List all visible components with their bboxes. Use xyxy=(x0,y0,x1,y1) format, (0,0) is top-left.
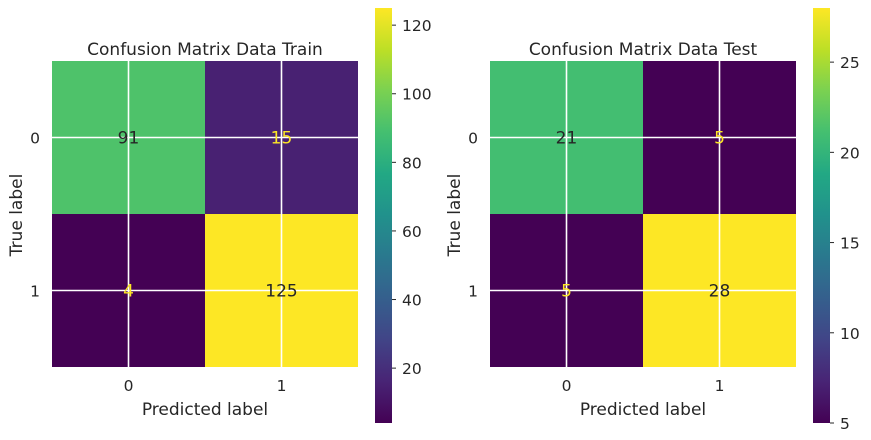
train-cell-value-r1-c0: 4 xyxy=(123,282,134,302)
train-tick-labels: 0 1 0 1 xyxy=(30,130,286,396)
train-cell-value-r0-c0: 91 xyxy=(118,129,140,149)
train-colorbar-tick-label-3: 80 xyxy=(402,154,422,172)
train-cell-values: 91 15 4 125 xyxy=(118,129,298,302)
test-y-tick-1: 1 xyxy=(468,283,478,301)
train-x-tick-0: 0 xyxy=(124,377,134,395)
test-y-axis-label: True label xyxy=(445,174,465,258)
test-x-tick-1: 1 xyxy=(715,377,725,395)
test-colorbar-tick-label-2: 15 xyxy=(840,235,860,253)
train-colorbar-tick-label-0: 20 xyxy=(402,360,422,378)
train-colorbar-tick-label-2: 60 xyxy=(402,223,422,241)
train-cell-value-r0-c1: 15 xyxy=(271,129,293,149)
train-colorbar-tick-label-4: 100 xyxy=(402,86,432,104)
train-chart-title: Confusion Matrix Data Train xyxy=(87,40,323,60)
train-matrix-cells xyxy=(52,61,358,367)
test-colorbar-gradient xyxy=(813,8,830,423)
train-colorbar-gradient xyxy=(375,8,392,423)
test-y-tick-0: 0 xyxy=(468,130,478,148)
test-chart-title: Confusion Matrix Data Test xyxy=(529,40,758,60)
train-colorbar: 20 40 60 80 100 120 xyxy=(375,8,432,423)
test-x-axis-label: Predicted label xyxy=(580,400,706,420)
test-colorbar-tick-label-0: 5 xyxy=(840,415,850,433)
test-colorbar-tick-label-3: 20 xyxy=(840,144,860,162)
train-colorbar-tick-label-5: 120 xyxy=(402,17,432,35)
train-cell-value-r1-c1: 125 xyxy=(265,282,297,302)
test-cell-value-r0-c0: 21 xyxy=(556,129,578,149)
test-cell-values: 21 5 5 28 xyxy=(556,129,731,302)
test-matrix-cells xyxy=(490,61,796,367)
test-colorbar-tick-label-4: 25 xyxy=(840,54,860,72)
train-y-tick-0: 0 xyxy=(30,130,40,148)
train-x-axis-label: Predicted label xyxy=(142,400,268,420)
test-cell-value-r1-c1: 28 xyxy=(709,282,731,302)
test-colorbar-tick-label-1: 10 xyxy=(840,325,860,343)
test-colorbar: 5 10 15 20 25 xyxy=(813,8,860,433)
test-cell-value-r0-c1: 5 xyxy=(714,129,725,149)
train-x-tick-1: 1 xyxy=(277,377,287,395)
train-y-tick-1: 1 xyxy=(30,283,40,301)
train-y-axis-label: True label xyxy=(7,174,27,258)
test-tick-labels: 0 1 0 1 xyxy=(468,130,724,396)
train-confusion-matrix-panel: Confusion Matrix Data Train 91 154 125 0 10… xyxy=(7,8,432,423)
test-cell-value-r1-c0: 5 xyxy=(561,282,572,302)
test-x-tick-0: 0 xyxy=(562,377,572,395)
train-colorbar-tick-label-1: 40 xyxy=(402,292,422,310)
test-confusion-matrix-panel: Confusion Matrix Data Test 21 55 28 0 101 P… xyxy=(445,8,860,433)
